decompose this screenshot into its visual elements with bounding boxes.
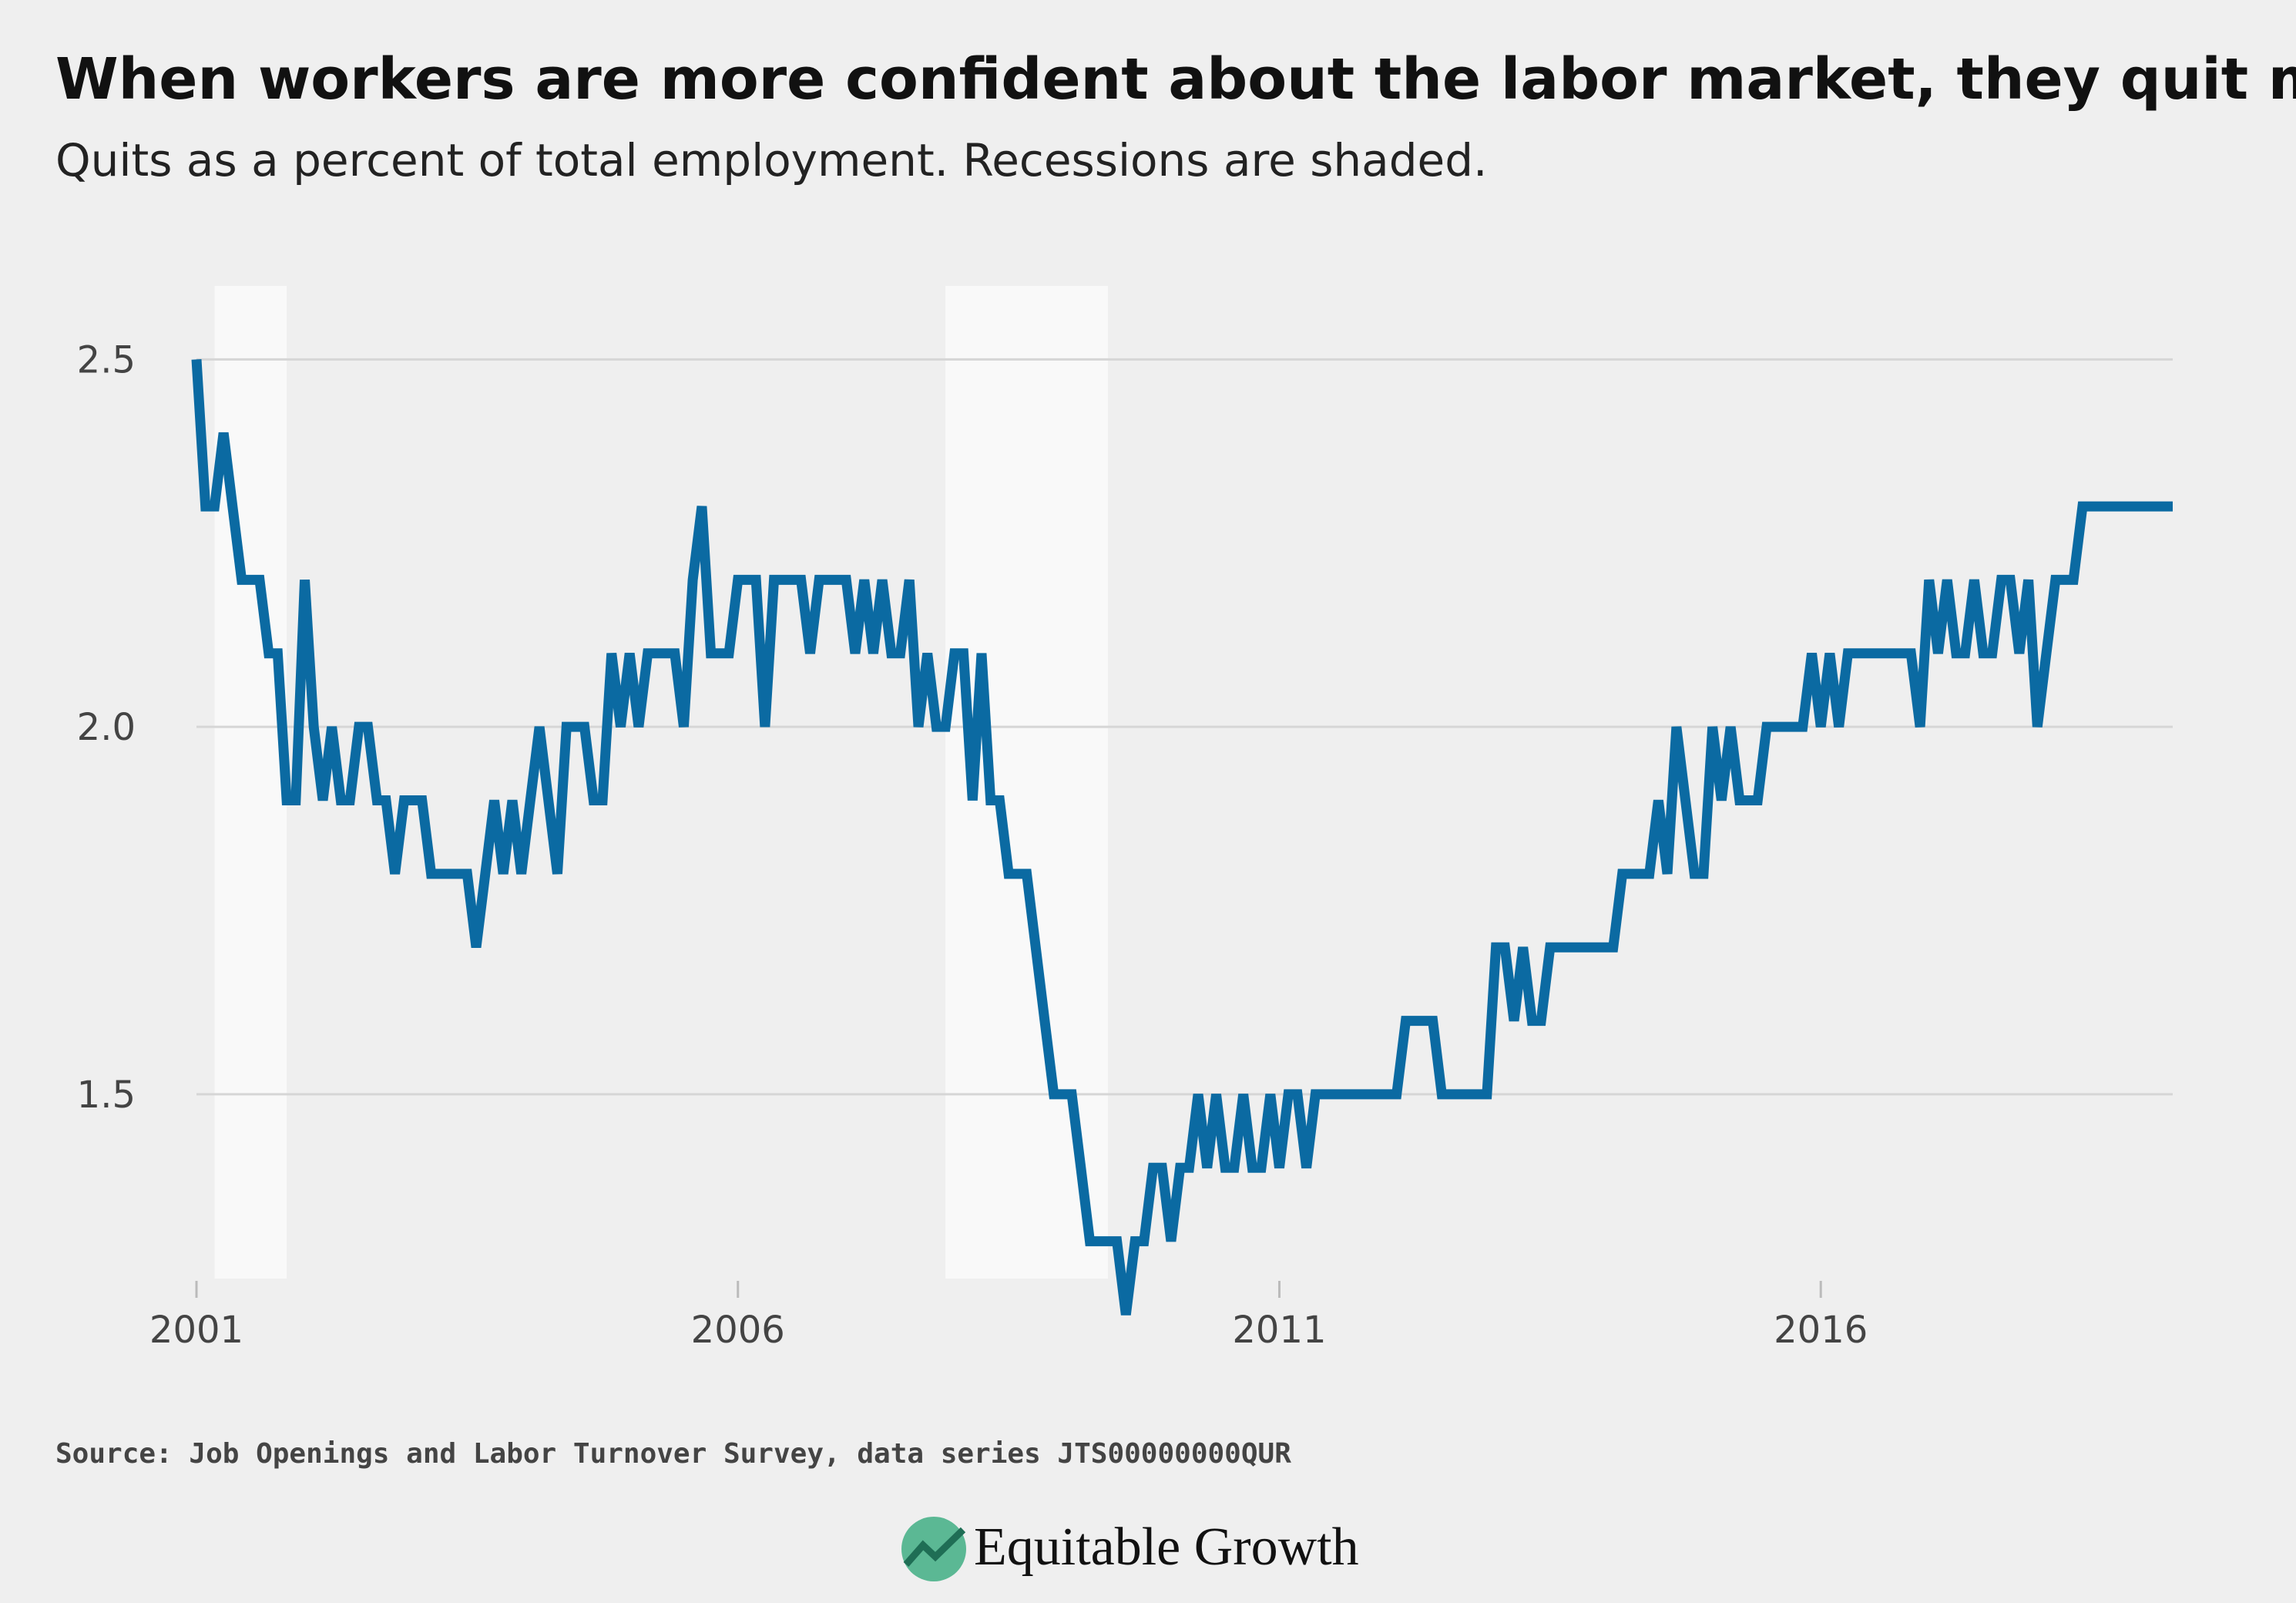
y-tick-label: 2.5 [77, 338, 136, 381]
quits-line [191, 358, 2173, 1316]
source-note: Source: Job Openings and Labor Turnover … [55, 1438, 1291, 1470]
x-tick-label: 2016 [1774, 1309, 1868, 1352]
x-tick-label: 2006 [691, 1309, 785, 1352]
brand-logo: Equitable Growth [901, 1517, 1359, 1581]
chart-subtitle: Quits as a percent of total employment. … [55, 134, 1487, 187]
logo-line [903, 1527, 966, 1567]
plot-area: 1.5 2.0 2.5 2001 2006 2011 2016 [77, 286, 2173, 1352]
chart-title: When workers are more confident about th… [55, 46, 2296, 113]
y-tick-label: 2.0 [77, 706, 136, 749]
x-tick-label: 2011 [1232, 1309, 1326, 1352]
y-tick-label: 1.5 [77, 1074, 136, 1117]
x-tick-label: 2001 [149, 1309, 243, 1352]
brand-name: Equitable Growth [974, 1517, 1359, 1577]
logo-icon [901, 1517, 966, 1581]
